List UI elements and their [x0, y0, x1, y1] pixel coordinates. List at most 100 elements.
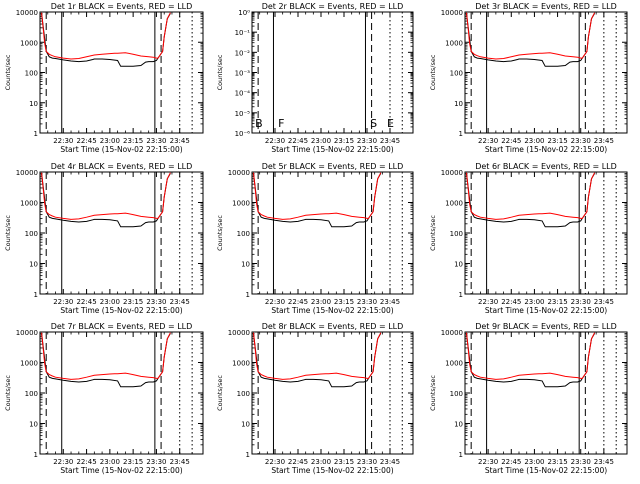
y-tick-label: 10000 [228, 169, 250, 177]
x-tick-label: 22:30 [265, 298, 285, 306]
y-axis-label: Counts/sec [429, 215, 437, 251]
x-tick-label: 23:00 [311, 458, 331, 466]
data-series-line [253, 172, 382, 220]
x-tick-label: 23:15 [547, 298, 567, 306]
data-series-line [41, 332, 171, 380]
panel-title: Det 5r BLACK = Events, RED = LLD [262, 162, 404, 171]
detector-panel: Det 1r BLACK = Events, RED = LLD 1 10 100 10… [4, 2, 204, 154]
x-tick-label: 23:15 [547, 458, 567, 466]
x-tick-label: 23:00 [311, 298, 331, 306]
data-series-line [41, 13, 171, 67]
data-series-line [253, 332, 382, 380]
x-tick-label: 23:45 [170, 298, 190, 306]
data-series-line [466, 172, 596, 220]
y-tick-label: 10000 [16, 169, 38, 177]
y-tick-label: 10 [241, 261, 250, 269]
x-tick-label: 23:00 [524, 137, 544, 145]
state-annotation: E [387, 117, 394, 130]
y-tick-label: 100 [25, 230, 38, 238]
x-tick-label: 22:45 [288, 298, 308, 306]
y-axis-label: Counts/sec [4, 215, 12, 251]
data-series-line [466, 173, 596, 228]
detector-panel: Det 5r BLACK = Events, RED = LLD 1 10 100 10… [216, 162, 414, 315]
y-tick-label: 1 [34, 451, 38, 459]
x-tick-label: 22:45 [288, 458, 308, 466]
x-tick-label: 22:30 [53, 137, 73, 145]
x-axis-label: Start Time (15-Nov-02 22:15:00) [271, 306, 393, 315]
x-axis-label: Start Time (15-Nov-02 22:15:00) [485, 466, 607, 475]
x-tick-label: 22:45 [501, 458, 521, 466]
data-series-line [41, 12, 171, 60]
x-tick-label: 23:45 [594, 137, 614, 145]
plot-frame [39, 171, 204, 295]
y-tick-label: 10⁰ [238, 9, 250, 17]
data-series-line [41, 333, 171, 388]
plot-frame [39, 331, 204, 455]
x-axis-label: Start Time (15-Nov-02 22:15:00) [271, 466, 393, 475]
x-axis-label: Start Time (15-Nov-02 22:15:00) [485, 145, 607, 154]
y-axis-label: Counts/sec [4, 54, 12, 90]
x-tick-label: 23:00 [100, 458, 120, 466]
x-axis-label: Start Time (15-Nov-02 22:15:00) [60, 466, 182, 475]
plot-frame [251, 331, 414, 455]
x-tick-label: 22:30 [53, 458, 73, 466]
y-tick-label: 100 [25, 390, 38, 398]
data-series-line [253, 333, 382, 388]
y-tick-label: 1000 [20, 360, 38, 368]
y-axis-label: Counts/sec [429, 54, 437, 90]
data-series-line [253, 173, 382, 228]
y-tick-label: 10 [29, 261, 38, 269]
x-tick-label: 22:45 [76, 458, 96, 466]
y-tick-label: 10000 [228, 329, 250, 337]
x-tick-label: 23:15 [123, 298, 143, 306]
x-tick-label: 23:30 [146, 298, 166, 306]
y-tick-label: 1 [459, 451, 463, 459]
plot-frame [251, 171, 414, 295]
x-tick-label: 22:30 [478, 137, 498, 145]
y-axis-label: Counts/sec [216, 375, 224, 411]
data-series-line [466, 13, 596, 67]
data-series-line [466, 332, 596, 380]
x-tick-label: 22:45 [76, 298, 96, 306]
x-tick-label: 23:00 [100, 298, 120, 306]
x-axis-label: Start Time (15-Nov-02 22:15:00) [60, 145, 182, 154]
y-tick-label: 100 [450, 70, 463, 78]
x-axis-label: Start Time (15-Nov-02 22:15:00) [271, 145, 393, 154]
y-tick-label: 1000 [232, 360, 250, 368]
x-tick-label: 23:45 [594, 298, 614, 306]
x-tick-label: 22:30 [265, 458, 285, 466]
y-tick-label: 1 [34, 130, 38, 138]
y-axis-label: Counts/sec [216, 54, 224, 90]
detector-panel: Det 4r BLACK = Events, RED = LLD 1 10 100 10… [4, 162, 204, 315]
panel-title: Det 9r BLACK = Events, RED = LLD [475, 322, 617, 331]
x-tick-label: 23:15 [123, 458, 143, 466]
detector-panel: Det 3r BLACK = Events, RED = LLD 1 10 100 10… [429, 2, 628, 154]
detector-panel: Det 8r BLACK = Events, RED = LLD 1 10 100 10… [216, 322, 414, 475]
data-series-line [41, 173, 171, 228]
data-series-line [466, 333, 596, 388]
y-axis-label: Counts/sec [216, 215, 224, 251]
panel-title: Det 8r BLACK = Events, RED = LLD [262, 322, 404, 331]
y-tick-label: 10⁻² [235, 49, 251, 57]
x-tick-label: 22:45 [501, 298, 521, 306]
x-tick-label: 22:45 [501, 137, 521, 145]
y-tick-label: 10⁻⁶ [235, 130, 251, 138]
y-tick-label: 100 [450, 230, 463, 238]
x-tick-label: 23:30 [357, 298, 377, 306]
y-tick-label: 10⁻¹ [235, 29, 251, 37]
y-tick-label: 100 [25, 70, 38, 78]
x-tick-label: 23:45 [380, 137, 400, 145]
y-tick-label: 10000 [441, 329, 463, 337]
x-axis-label: Start Time (15-Nov-02 22:15:00) [60, 306, 182, 315]
plot-frame [464, 11, 628, 134]
y-tick-label: 1 [459, 291, 463, 299]
state-annotation: S [370, 117, 377, 130]
x-tick-label: 23:45 [594, 458, 614, 466]
y-tick-label: 1 [34, 291, 38, 299]
y-tick-label: 10 [454, 100, 463, 108]
x-tick-label: 23:30 [146, 458, 166, 466]
y-tick-label: 1 [246, 291, 250, 299]
plot-frame [39, 11, 204, 134]
x-tick-label: 23:15 [547, 137, 567, 145]
